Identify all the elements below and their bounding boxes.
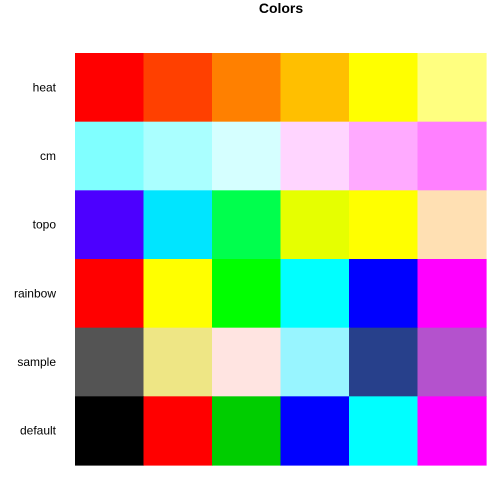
color-swatch-default-1	[75, 396, 145, 466]
row-label-topo: topo	[33, 218, 57, 232]
color-swatch-topo-4	[280, 190, 350, 260]
row-label-rainbow: rainbow	[14, 286, 56, 300]
color-swatch-rainbow-3	[212, 259, 282, 329]
color-swatch-default-3	[212, 396, 282, 466]
color-swatch-default-6	[417, 396, 487, 466]
color-swatch-rainbow-5	[349, 259, 419, 329]
color-swatch-heat-3	[212, 53, 282, 123]
color-swatch-cm-2	[143, 121, 213, 191]
row-label-default: default	[20, 424, 57, 438]
color-swatch-sample-1	[75, 327, 145, 397]
color-swatch-heat-6	[417, 53, 487, 123]
color-swatch-heat-1	[75, 53, 145, 123]
color-swatch-heat-2	[143, 53, 213, 123]
row-label-cm: cm	[40, 149, 56, 163]
color-swatch-topo-5	[349, 190, 419, 260]
color-swatch-heat-5	[349, 53, 419, 123]
color-swatch-sample-4	[280, 327, 350, 397]
color-swatch-sample-2	[143, 327, 213, 397]
color-swatch-sample-3	[212, 327, 282, 397]
color-swatch-sample-5	[349, 327, 419, 397]
color-swatch-default-4	[280, 396, 350, 466]
color-swatch-topo-2	[143, 190, 213, 260]
color-swatch-rainbow-1	[75, 259, 145, 329]
color-swatch-cm-5	[349, 121, 419, 191]
row-labels: heat cm topo rainbow sample default	[14, 80, 57, 437]
color-swatch-cm-4	[280, 121, 350, 191]
color-swatch-topo-6	[417, 190, 487, 260]
row-label-sample: sample	[17, 355, 56, 369]
color-swatch-rainbow-2	[143, 259, 213, 329]
swatch-grid	[75, 53, 487, 466]
color-swatch-cm-3	[212, 121, 282, 191]
color-swatch-default-2	[143, 396, 213, 466]
color-swatch-rainbow-6	[417, 259, 487, 329]
color-swatch-sample-6	[417, 327, 487, 397]
color-swatch-topo-1	[75, 190, 145, 260]
color-swatch-heat-4	[280, 53, 350, 123]
color-swatch-cm-6	[417, 121, 487, 191]
color-swatch-default-5	[349, 396, 419, 466]
chart-title: Colors	[259, 0, 304, 16]
color-swatch-cm-1	[75, 121, 145, 191]
row-label-heat: heat	[33, 80, 57, 94]
color-swatch-topo-3	[212, 190, 282, 260]
color-swatch-rainbow-4	[280, 259, 350, 329]
